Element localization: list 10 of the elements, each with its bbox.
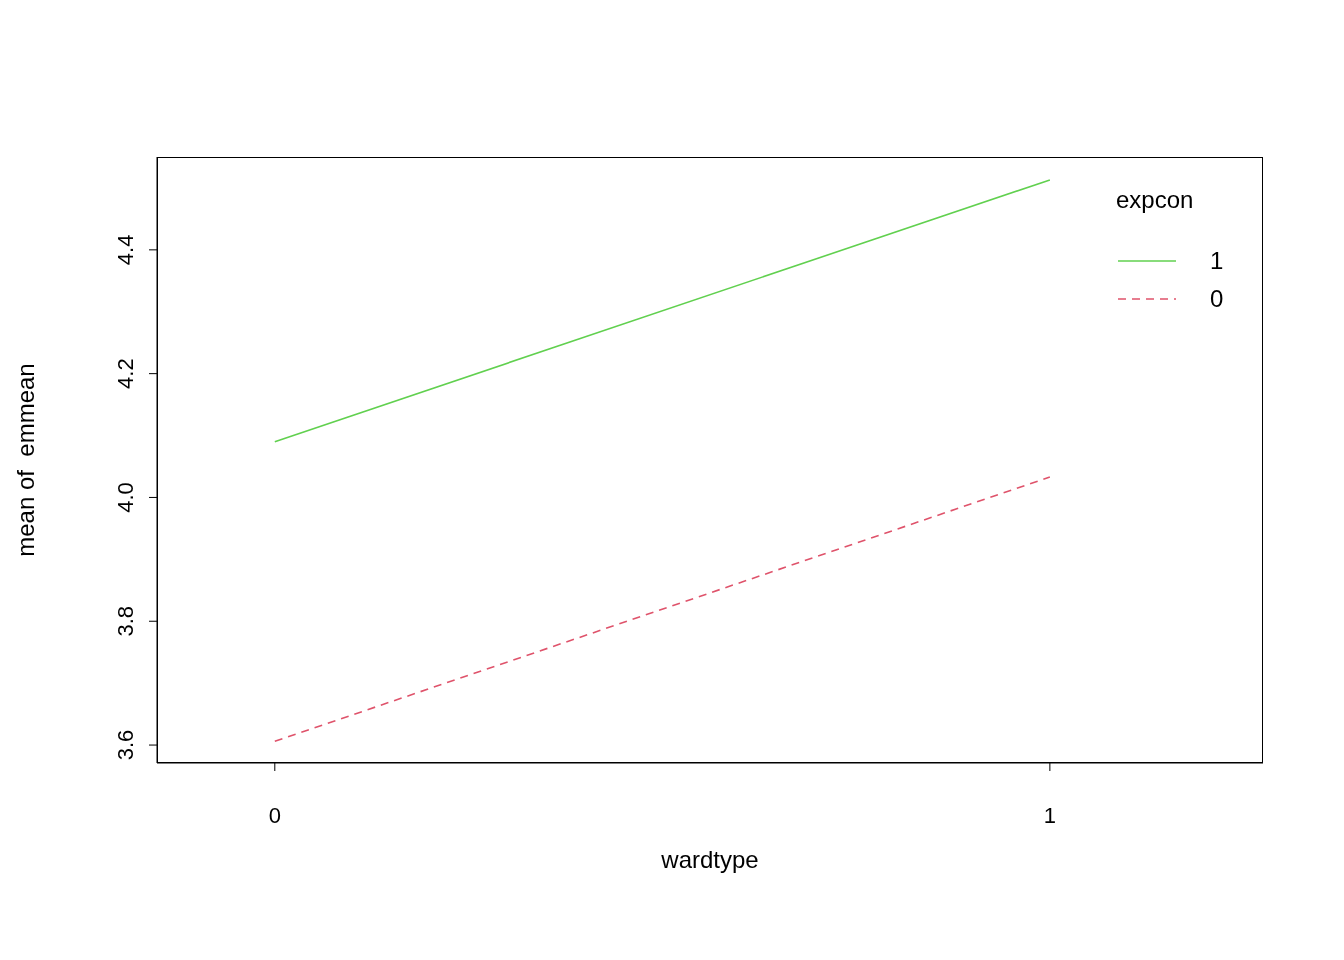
y-tick-label: 3.6: [113, 729, 138, 761]
x-axis-title: wardtype: [660, 846, 759, 873]
y-tick-label: 4.0: [113, 482, 138, 513]
y-tick-label: 3.8: [113, 605, 138, 637]
legend-label: 1: [1210, 247, 1224, 275]
y-axis-title: mean of emmean: [12, 363, 39, 557]
legend-label: 0: [1210, 285, 1224, 313]
y-tick-label: 4.2: [113, 358, 138, 389]
legend-title: expcon: [1116, 186, 1195, 214]
y-tick-label: 4.4: [113, 234, 138, 266]
